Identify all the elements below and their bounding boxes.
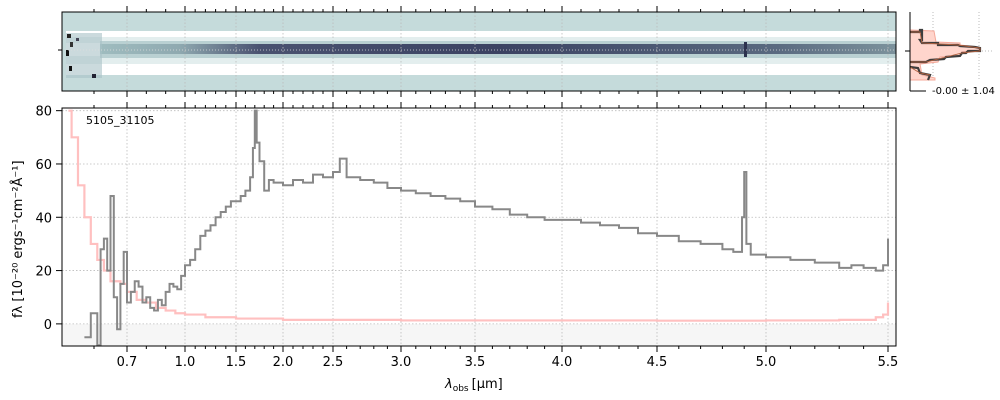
y-tick-label: 60 — [35, 158, 52, 173]
x-tick-label: 2.0 — [273, 355, 294, 370]
y-tick-label: 40 — [35, 211, 52, 226]
x-tick-label: 3.5 — [465, 355, 486, 370]
residual-histogram-inset: -0.00 ± 1.04 — [905, 12, 995, 97]
main-spectrum-plot: 0.7 1.0 1.5 2.0 2.5 3.0 3.5 4.0 4.5 5.0 5.5 0 20 40 60… — [10, 102, 898, 394]
x-tick-label: 5.0 — [756, 355, 777, 370]
inset-stat-label: -0.00 ± 1.04 — [932, 86, 995, 97]
x-tick-label: 2.5 — [323, 355, 344, 370]
2d-spectrum-panel — [58, 6, 897, 97]
x-tick-label: 0.7 — [117, 355, 138, 370]
x-tick-label: 3.0 — [391, 355, 412, 370]
y-tick-label: 20 — [35, 265, 52, 280]
flux-series-line — [84, 109, 889, 346]
x-tick-label: 1.5 — [226, 355, 247, 370]
x-tick-label: 1.0 — [175, 355, 196, 370]
x-axis-label: λobs [μm] — [444, 377, 503, 394]
object-id-label: 5105_31105 — [86, 114, 155, 127]
x-tick-label: 4.5 — [647, 355, 668, 370]
y-tick-label: 80 — [35, 105, 52, 120]
x-tick-label: 4.0 — [552, 355, 573, 370]
y-axis-label: fλ [10⁻²⁰ ergs⁻¹cm⁻²Å⁻¹] — [10, 160, 26, 318]
error-series-line — [68, 109, 890, 322]
x-tick-label: 5.5 — [878, 355, 899, 370]
y-tick-label: 0 — [44, 318, 52, 333]
